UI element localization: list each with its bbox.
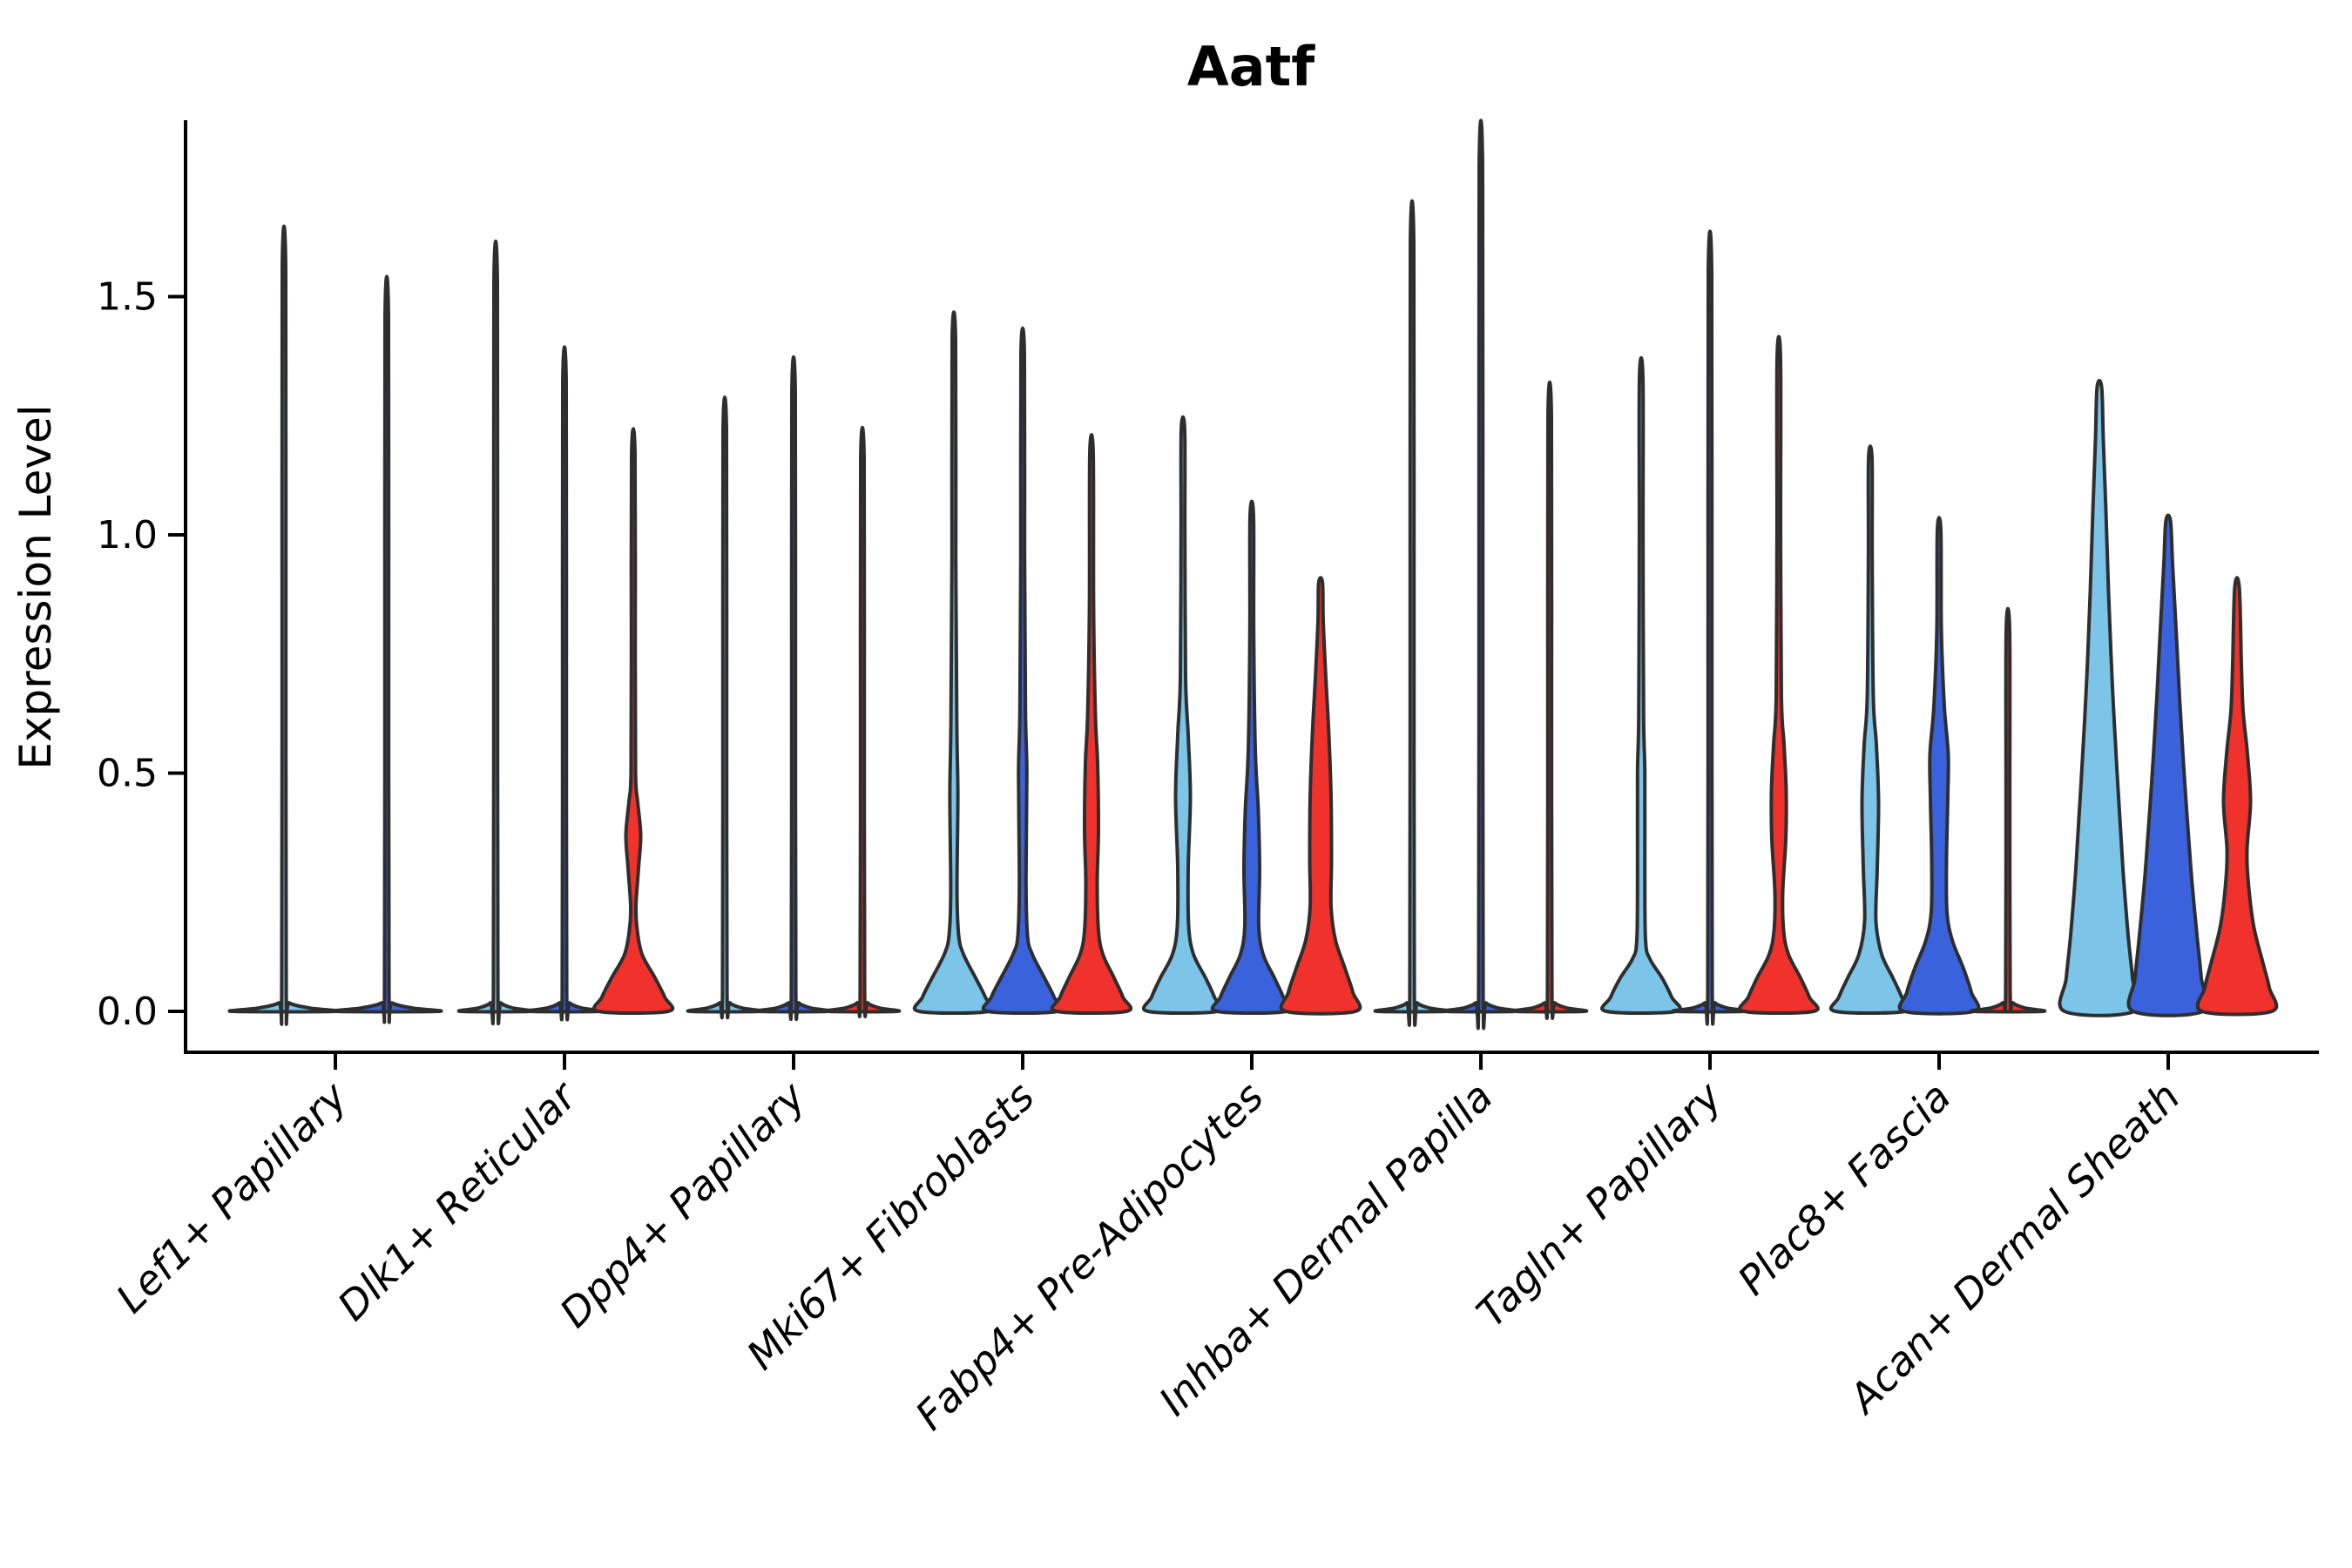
x-tick-label-plac8-fascia: Plac8+ Fascia: [1728, 1073, 1959, 1304]
violin-dpp4-papillary-s2: [754, 355, 833, 1021]
violin-acan-dermal-sheath-s3: [2195, 576, 2279, 1017]
x-tick-label-dpp4-papillary: Dpp4+ Papillary: [551, 1072, 814, 1336]
chart-title: Aatf: [1187, 35, 1315, 98]
violin-inhba-dermal-papilla-s2: [1442, 118, 1520, 1031]
axis-spines: [184, 120, 2319, 1054]
violin-dpp4-papillary-s1: [686, 395, 764, 1020]
violin-inhba-dermal-papilla-s3: [1511, 381, 1589, 1020]
violin-inhba-dermal-papilla-s1: [1373, 199, 1451, 1027]
violin-dpp4-papillary-s3: [823, 425, 902, 1018]
y-tick-label: 0.0: [97, 990, 158, 1034]
violin-fabp4-pre-adipocytes-s1: [1141, 415, 1225, 1015]
violin-dlk1-reticular-s3: [591, 427, 675, 1015]
violin-acan-dermal-sheath-s2: [2126, 513, 2210, 1017]
violin-dlk1-reticular-s2: [525, 345, 604, 1022]
violin-lef1-papillary-s1: [227, 224, 341, 1026]
y-tick-label: 0.5: [97, 752, 158, 796]
violins-layer: [227, 118, 2279, 1031]
violin-tagln-papillary-s2: [1671, 229, 1749, 1026]
y-axis-label: Expression Level: [10, 404, 61, 769]
violin-plac8-fascia-s2: [1897, 516, 1981, 1016]
violin-fabp4-pre-adipocytes-s3: [1279, 576, 1362, 1016]
violin-mki67-fibroblasts-s3: [1050, 433, 1133, 1015]
x-tick-label-tagln-papillary: Tagln+ Papillary: [1467, 1072, 1731, 1336]
violin-tagln-papillary-s1: [1600, 355, 1682, 1015]
violin-plac8-fascia-s1: [1828, 444, 1912, 1015]
violin-plac8-fascia-s3: [1969, 607, 2047, 1014]
y-tick-label: 1.5: [97, 275, 158, 320]
x-tick-label-dlk1-reticular: Dlk1+ Reticular: [328, 1071, 587, 1329]
y-tick-label: 1.0: [97, 513, 158, 558]
x-tick-label-lef1-papillary: Lef1+ Papillary: [107, 1072, 356, 1321]
violin-lef1-papillary-s2: [330, 274, 443, 1024]
violin-mki67-fibroblasts-s2: [981, 326, 1064, 1015]
violin-mki67-fibroblasts-s1: [912, 310, 996, 1015]
violin-dlk1-reticular-s1: [456, 240, 535, 1026]
violin-acan-dermal-sheath-s1: [2058, 378, 2141, 1017]
violin-fabp4-pre-adipocytes-s2: [1210, 499, 1294, 1015]
violin-tagln-papillary-s3: [1738, 335, 1820, 1015]
